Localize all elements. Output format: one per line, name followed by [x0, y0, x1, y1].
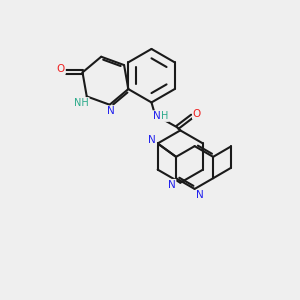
Text: H: H: [161, 111, 168, 121]
Text: NH: NH: [74, 98, 89, 108]
Text: O: O: [193, 109, 201, 119]
Text: N: N: [168, 180, 176, 190]
Text: N: N: [153, 111, 160, 121]
Text: N: N: [107, 106, 115, 116]
Text: N: N: [196, 190, 204, 200]
Text: N: N: [148, 135, 156, 145]
Text: O: O: [57, 64, 65, 74]
